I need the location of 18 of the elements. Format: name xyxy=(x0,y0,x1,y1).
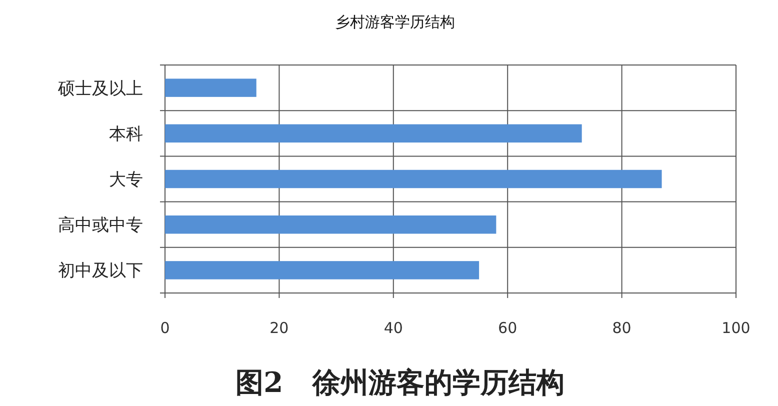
bar xyxy=(165,170,662,188)
y-tick-label: 本科 xyxy=(109,124,143,144)
y-tick-label: 高中或中专 xyxy=(58,216,143,236)
x-tick-label: 60 xyxy=(498,319,518,337)
y-tick-label: 硕士及以上 xyxy=(57,78,143,99)
x-tick-label: 40 xyxy=(384,319,403,337)
bar xyxy=(165,124,582,143)
bar xyxy=(165,78,256,97)
x-tick-label: 100 xyxy=(722,319,750,337)
y-tick-label: 大专 xyxy=(109,170,143,190)
x-tick-label: 80 xyxy=(612,319,632,337)
y-tick-label: 初中及以下 xyxy=(58,261,143,282)
caption: 图2 徐州游客的学历结构 xyxy=(236,366,564,399)
bar xyxy=(165,215,496,234)
x-tick-label: 20 xyxy=(270,319,289,337)
bar xyxy=(165,261,480,280)
x-tick-label: 0 xyxy=(160,319,170,337)
chart-title: 乡村游客学历结构 xyxy=(335,13,455,31)
